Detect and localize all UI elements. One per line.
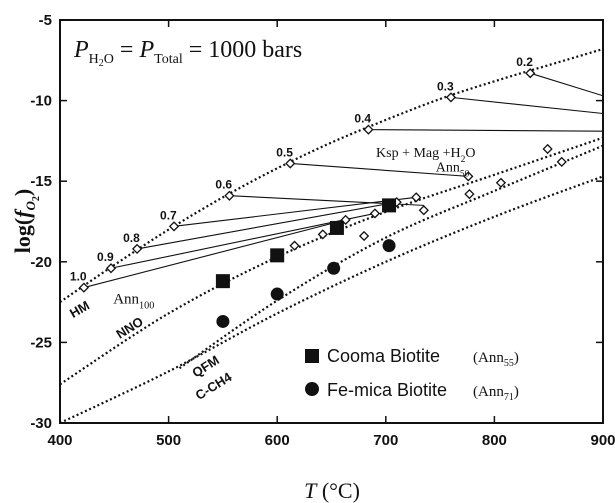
nno-diamond-point (369, 208, 381, 219)
tie-line (368, 129, 603, 132)
buffer-line-qfm (178, 144, 603, 370)
y-tick-label: -15 (30, 173, 52, 190)
hm-diamond-point (363, 124, 374, 135)
hm-diamond-point (224, 190, 235, 201)
tie-line (290, 162, 469, 177)
annite-fraction-label: 0.3 (437, 79, 454, 93)
tie-line (137, 201, 397, 250)
legend-tag-cooma: (Ann55) (473, 350, 519, 369)
ksp-mag-h2o-label: Ksp + Mag +H2O (376, 146, 476, 165)
hm-diamond-point (131, 243, 143, 255)
qfm-diamond-point (289, 240, 300, 251)
buffer-label-hm: HM (67, 298, 92, 321)
annite-fraction-label: 0.8 (123, 231, 140, 245)
x-axis-title: T (°C) (304, 478, 360, 503)
plot-frame (59, 19, 604, 424)
legend-label-femica: Fe-mica Biotite (327, 380, 447, 400)
femica-biotite-point (270, 287, 284, 301)
femica-biotite-point (327, 261, 341, 275)
legend-circle-marker (305, 382, 319, 396)
annite-fraction-label: 0.7 (160, 208, 177, 222)
nno-diamond-point (411, 192, 422, 203)
nno-diamond-point (542, 143, 553, 155)
y-tick-label: -25 (30, 334, 52, 351)
nno-diamond-point (463, 171, 474, 182)
y-tick-label: -20 (30, 254, 52, 271)
nno-diamond-point (556, 156, 567, 167)
markers-layer (78, 68, 567, 328)
annite-fraction-label: 0.5 (276, 145, 293, 159)
qfm-diamond-point (317, 229, 328, 240)
y-tick-label: -30 (30, 415, 52, 432)
legend-square-marker (305, 349, 319, 363)
legend-label-cooma: Cooma Biotite (327, 346, 440, 366)
annite-fraction-label: 0.9 (97, 250, 114, 264)
x-tick-label: 800 (482, 432, 507, 449)
ann100-label: Ann100 (113, 292, 154, 312)
x-tick-label: 600 (265, 432, 290, 449)
cooma-biotite-point (382, 198, 397, 213)
buffer-line-c-ch4 (60, 175, 603, 423)
annite-fraction-label: 1.0 (70, 270, 87, 284)
hm-diamond-point (525, 68, 536, 79)
y-axis-title: log(fO2) (10, 189, 42, 254)
hm-diamond-point (105, 263, 117, 274)
tie-line (83, 219, 346, 289)
buffer-line-hm (60, 47, 603, 304)
pressure-condition: PH2O = PTotal = 1000 bars (73, 37, 302, 69)
legend: Cooma Biotite (Ann55) Fe-mica Biotite (A… (305, 346, 519, 403)
femica-biotite-point (216, 314, 230, 328)
hm-diamond-point (445, 92, 457, 103)
legend-tag-femica: (Ann71) (473, 384, 519, 403)
cooma-biotite-point (215, 274, 230, 289)
cooma-biotite-point (270, 248, 285, 263)
x-tick-label: 900 (590, 432, 615, 449)
tie-line (173, 196, 417, 227)
annite-fraction-label: 0.4 (354, 112, 371, 126)
annite-fraction-label: 0.6 (215, 178, 232, 192)
qfm-diamond-point (418, 205, 429, 216)
hm-diamond-point (168, 221, 180, 232)
femica-biotite-point (382, 239, 396, 253)
ann50-label: Ann50 (436, 161, 470, 180)
qfm-diamond-point (464, 188, 475, 200)
hm-diamond-point (285, 158, 296, 169)
tie-lines (83, 72, 603, 289)
y-tick-label: -10 (30, 93, 52, 110)
tie-line (530, 72, 603, 97)
cooma-biotite-point (329, 220, 344, 235)
hm-diamond-point (78, 282, 90, 293)
y-tick-label: -5 (39, 12, 52, 29)
annotations: 1.00.90.80.70.60.50.40.30.2HMNNOQFMC-CH4… (67, 55, 533, 403)
x-tick-label: 400 (47, 432, 72, 449)
qfm-diamond-point (495, 177, 507, 188)
x-tick-label: 500 (156, 432, 181, 449)
tie-line (450, 96, 603, 115)
x-tick-label: 700 (373, 432, 398, 449)
nno-diamond-point (340, 214, 351, 226)
axis-ticks: 400 500 600 700 800 900 -5 -10 -15 -20 -25 -30 (30, 12, 615, 449)
annite-fraction-label: 0.2 (516, 55, 533, 69)
qfm-diamond-point (358, 230, 370, 242)
